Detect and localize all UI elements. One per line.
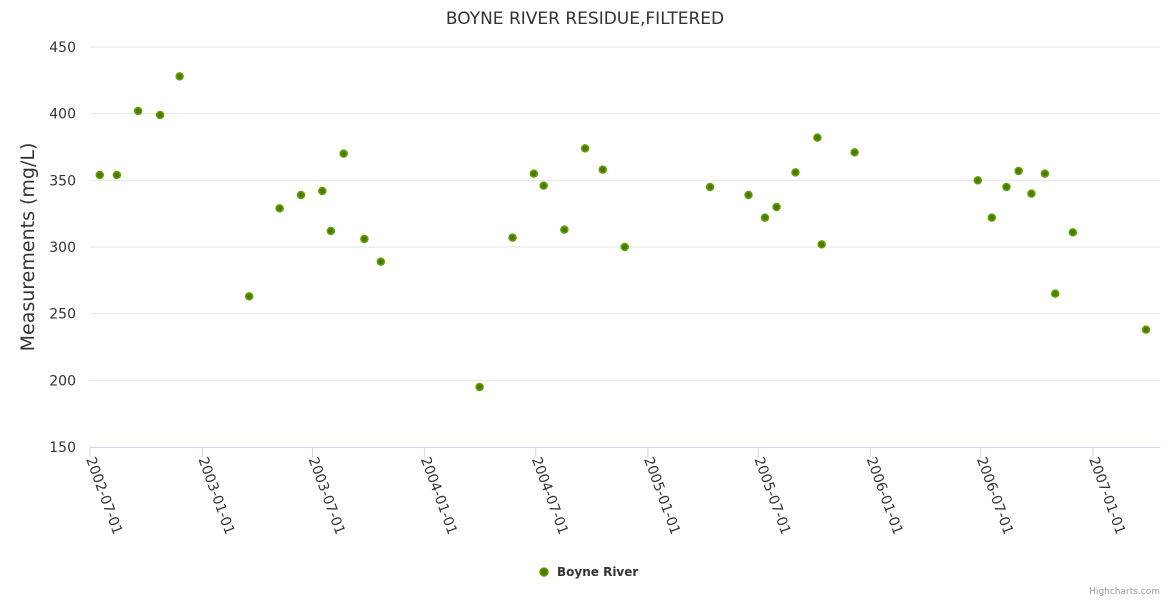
x-axis-ticks: 2002-07-01 2003-01-01 2003-07-01 2004-01-01… <box>82 447 1128 537</box>
data-point[interactable] <box>598 165 608 174</box>
x-tick-label: 2004-07-01 <box>528 455 571 537</box>
y-tick-label: 250 <box>49 307 76 323</box>
data-point[interactable] <box>133 106 143 116</box>
x-tick-label: 2002-07-01 <box>82 455 125 537</box>
data-point[interactable] <box>244 292 254 301</box>
data-point[interactable] <box>376 257 386 266</box>
data-point[interactable] <box>318 186 327 196</box>
data-point[interactable] <box>1014 166 1023 176</box>
data-point[interactable] <box>791 168 800 177</box>
y-tick-label: 150 <box>49 440 76 456</box>
data-point[interactable] <box>850 148 859 157</box>
data-point[interactable] <box>475 382 484 392</box>
data-point[interactable] <box>339 149 348 158</box>
y-tick-label: 350 <box>49 173 76 189</box>
data-point[interactable] <box>772 202 781 212</box>
data-point[interactable] <box>175 72 184 81</box>
data-point[interactable] <box>760 213 770 222</box>
data-point[interactable] <box>508 233 517 242</box>
data-point[interactable] <box>580 144 590 153</box>
data-point[interactable] <box>1040 169 1050 178</box>
x-tick-label: 2003-07-01 <box>305 455 348 537</box>
chart-title: BOYNE RIVER RESIDUE,FILTERED <box>446 9 724 29</box>
data-point[interactable] <box>326 226 336 236</box>
data-point[interactable] <box>296 190 306 200</box>
legend-marker-icon <box>539 567 549 577</box>
credits-link[interactable]: Highcharts.com <box>1089 587 1160 597</box>
data-point[interactable] <box>95 170 105 180</box>
data-point[interactable] <box>1002 182 1011 192</box>
data-point[interactable] <box>620 242 629 252</box>
y-tick-label: 400 <box>49 107 76 123</box>
data-point[interactable] <box>744 190 753 200</box>
data-point[interactable] <box>112 170 122 180</box>
data-point[interactable] <box>1141 325 1151 334</box>
data-point[interactable] <box>813 133 822 142</box>
data-point[interactable] <box>539 181 548 190</box>
y-tick-label: 300 <box>49 240 76 256</box>
data-point[interactable] <box>1027 189 1036 198</box>
x-tick-label: 2005-07-01 <box>751 455 794 537</box>
scatter-points <box>95 72 1151 392</box>
data-point[interactable] <box>705 182 715 192</box>
data-point[interactable] <box>360 234 369 244</box>
data-point[interactable] <box>973 176 983 185</box>
data-point[interactable] <box>275 204 284 213</box>
data-point[interactable] <box>529 169 539 178</box>
data-point[interactable] <box>987 213 997 222</box>
data-point[interactable] <box>1068 228 1078 237</box>
x-tick-label: 2005-01-01 <box>640 455 683 537</box>
x-tick-label: 2003-01-01 <box>194 455 237 537</box>
data-point[interactable] <box>155 110 165 120</box>
data-point[interactable] <box>1050 289 1060 298</box>
y-tick-label: 200 <box>49 373 76 389</box>
data-point[interactable] <box>560 225 569 234</box>
data-point[interactable] <box>817 240 826 249</box>
legend[interactable]: Boyne River <box>539 565 638 579</box>
x-tick-label: 2004-01-01 <box>417 455 460 537</box>
y-axis-label: Measurements (mg/L) <box>17 143 39 352</box>
grid-lines <box>90 46 1160 381</box>
x-tick-label: 2006-07-01 <box>973 455 1016 537</box>
x-tick-label: 2006-01-01 <box>863 455 906 537</box>
legend-item-boyne-river[interactable]: Boyne River <box>557 565 638 579</box>
x-tick-label: 2007-01-01 <box>1085 455 1128 537</box>
y-axis-ticks: 150 200 250 300 350 400 450 <box>49 40 76 456</box>
y-tick-label: 450 <box>49 40 76 56</box>
